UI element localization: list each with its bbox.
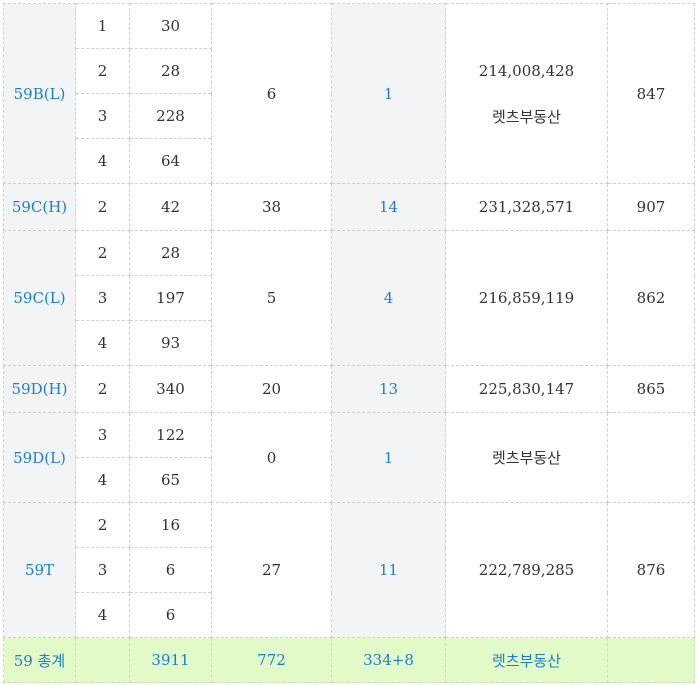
priority-cell: 1 xyxy=(75,3,130,49)
table-row: 59T 2 16 27 11 222,789,285 876 xyxy=(3,502,695,638)
col-e-line: 231,328,571 xyxy=(478,198,575,216)
table-row: 59D(L) 3 122 0 1 렛츠부동산 xyxy=(3,412,695,503)
total-priority-cell xyxy=(75,637,130,683)
table-row: 2 28 xyxy=(4,48,695,94)
priority-cell: 2 xyxy=(75,48,130,94)
table-row: 3 197 xyxy=(4,275,695,321)
col-c-cell: 20 xyxy=(211,365,332,413)
col-d-cell: 14 xyxy=(331,183,446,231)
unit-type-cell: 59T xyxy=(3,502,76,638)
col-f-cell: 865 xyxy=(607,365,695,413)
col-e-line: 225,830,147 xyxy=(478,380,575,398)
col-e-cell: 222,789,285 xyxy=(445,502,608,638)
col-e-cell: 231,328,571 xyxy=(445,183,608,231)
total-col-d-cell: 334+8 xyxy=(331,637,446,683)
col-e-line: 216,859,119 xyxy=(478,289,575,307)
total-col-f-cell xyxy=(607,637,695,683)
priority-cell: 4 xyxy=(75,138,130,184)
col-f-cell: 862 xyxy=(607,230,695,366)
priority-cell: 4 xyxy=(75,457,130,503)
col-c-cell: 38 xyxy=(211,183,332,231)
col-d-cell: 1 xyxy=(331,3,446,184)
table-row: 59C(L) 2 28 5 4 216,859,119 862 xyxy=(3,230,695,366)
table-row: 3 228 xyxy=(4,93,695,139)
count-cell: 197 xyxy=(129,275,212,321)
priority-cell: 3 xyxy=(75,412,130,458)
unit-type-cell: 59C(L) xyxy=(3,230,76,366)
competition-table: 59B(L) 1 30 6 1 214,008,428 렛츠부동산 847 2 28 3 228 4 64… xyxy=(3,3,695,683)
col-e-line: 렛츠부동산 xyxy=(491,107,561,126)
priority-cell: 2 xyxy=(75,365,130,413)
count-cell: 228 xyxy=(129,93,212,139)
col-e-line: 렛츠부동산 xyxy=(491,448,561,467)
col-e-cell: 216,859,119 xyxy=(445,230,608,366)
count-cell: 65 xyxy=(129,457,212,503)
table-row: 59D(H) 2 340 20 13 225,830,147 865 xyxy=(3,365,695,413)
priority-cell: 3 xyxy=(75,275,130,321)
count-cell: 340 xyxy=(129,365,212,413)
priority-cell: 2 xyxy=(75,183,130,231)
priority-cell: 2 xyxy=(75,502,130,548)
count-cell: 28 xyxy=(129,230,212,276)
table-row: 4 64 xyxy=(4,138,695,184)
col-d-cell: 11 xyxy=(331,502,446,638)
col-c-cell: 6 xyxy=(211,3,332,184)
total-count-cell: 3911 xyxy=(129,637,212,683)
col-d-cell: 13 xyxy=(331,365,446,413)
total-label-cell: 59 총계 xyxy=(3,637,76,683)
col-f-cell xyxy=(607,412,695,503)
table-row: 59C(H) 2 42 38 14 231,328,571 907 xyxy=(3,183,695,231)
col-c-cell: 0 xyxy=(211,412,332,503)
col-e-cell: 렛츠부동산 xyxy=(445,412,608,503)
unit-type-cell: 59B(L) xyxy=(3,3,76,184)
col-e-line: 214,008,428 xyxy=(478,61,575,80)
count-cell: 30 xyxy=(129,3,212,49)
count-cell: 42 xyxy=(129,183,212,231)
count-cell: 93 xyxy=(129,320,212,366)
priority-cell: 3 xyxy=(75,93,130,139)
table-body: 59B(L) 1 30 6 1 214,008,428 렛츠부동산 847 2 28 3 228 4 64… xyxy=(3,3,695,683)
count-cell: 122 xyxy=(129,412,212,458)
table-row: 4 65 xyxy=(4,457,695,503)
col-e-line: 222,789,285 xyxy=(478,561,575,579)
count-cell: 6 xyxy=(129,547,212,593)
table-row: 4 93 xyxy=(4,320,695,366)
priority-cell: 4 xyxy=(75,592,130,638)
col-d-cell: 4 xyxy=(331,230,446,366)
total-col-c-cell: 772 xyxy=(211,637,332,683)
unit-type-cell: 59D(H) xyxy=(3,365,76,413)
col-f-cell: 907 xyxy=(607,183,695,231)
priority-cell: 4 xyxy=(75,320,130,366)
total-row: 59 총계 3911 772 334+8 렛츠부동산 xyxy=(3,637,695,683)
count-cell: 64 xyxy=(129,138,212,184)
priority-cell: 2 xyxy=(75,230,130,276)
col-e-cell: 225,830,147 xyxy=(445,365,608,413)
priority-cell: 3 xyxy=(75,547,130,593)
col-c-cell: 27 xyxy=(211,502,332,638)
col-f-cell: 876 xyxy=(607,502,695,638)
unit-type-cell: 59D(L) xyxy=(3,412,76,503)
total-col-e-cell: 렛츠부동산 xyxy=(445,637,608,683)
col-d-cell: 1 xyxy=(331,412,446,503)
col-f-cell: 847 xyxy=(607,3,695,184)
count-cell: 28 xyxy=(129,48,212,94)
unit-type-cell: 59C(H) xyxy=(3,183,76,231)
count-cell: 16 xyxy=(129,502,212,548)
count-cell: 6 xyxy=(129,592,212,638)
col-c-cell: 5 xyxy=(211,230,332,366)
table-row: 59B(L) 1 30 6 1 214,008,428 렛츠부동산 847 xyxy=(3,3,695,184)
col-e-cell: 214,008,428 렛츠부동산 xyxy=(445,3,608,184)
